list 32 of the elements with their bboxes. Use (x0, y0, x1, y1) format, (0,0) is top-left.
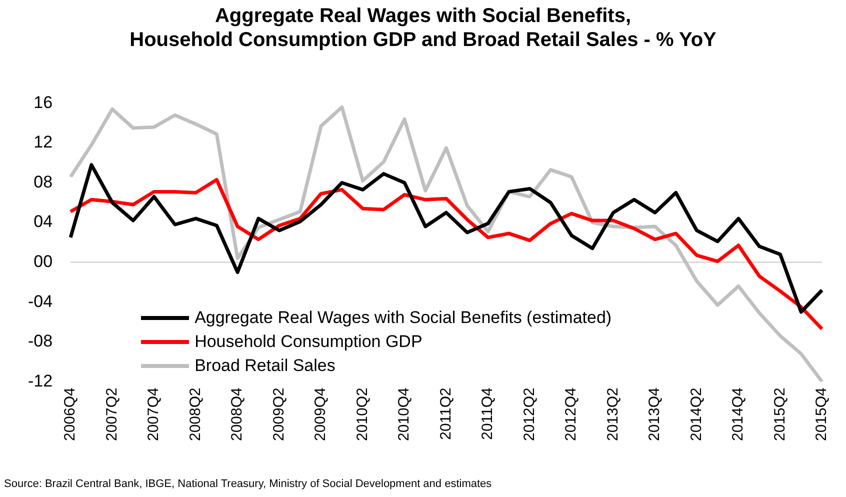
x-tick-label: 2009Q4 (312, 388, 330, 442)
x-tick-label: 2007Q2 (103, 388, 120, 442)
x-tick-label: 2011Q4 (479, 388, 496, 440)
x-tick-label: 2014Q4 (730, 388, 747, 442)
x-tick-label: 2010Q2 (354, 388, 371, 442)
x-tick-label: 2010Q4 (396, 388, 413, 442)
x-tick-label: 2006Q4 (62, 388, 79, 442)
x-tick-label: 2011Q2 (437, 388, 454, 440)
x-tick-label: 2013Q2 (604, 388, 622, 442)
y-tick-label: 00 (34, 252, 53, 271)
x-tick-label: 2008Q2 (186, 388, 204, 442)
x-tick-label: 2015Q2 (771, 388, 788, 442)
x-tick-label: 2008Q4 (228, 388, 246, 442)
y-tick-label: -12 (28, 371, 53, 390)
source-note: Source: Brazil Central Bank, IBGE, National Treasury, Ministry of Social Development and estimates (4, 478, 492, 490)
x-tick-label: 2007Q4 (145, 388, 162, 442)
x-tick-label: 2012Q2 (520, 388, 538, 442)
x-tick-label: 2009Q2 (270, 388, 288, 442)
y-tick-label: 12 (34, 132, 53, 152)
legend-label: Aggregate Real Wages with Social Benefits (estimated) (194, 308, 612, 328)
x-tick-label: 2013Q4 (646, 388, 664, 442)
chart-title: Aggregate Real Wages with Social Benefits, Household Consumption GDP and Broad Retail Sales - % YoY (128, 4, 718, 52)
legend-label: Household Consumption GDP (194, 332, 422, 352)
y-tick-label: 16 (34, 92, 53, 112)
legend-label: Broad Retail Sales (194, 356, 336, 376)
x-tick-label: 2014Q2 (688, 388, 705, 442)
y-tick-label: -04 (28, 292, 53, 311)
x-tick-label: 2015Q4 (813, 388, 830, 442)
y-tick-label: -08 (28, 332, 53, 351)
x-tick-label: 2012Q4 (562, 388, 580, 442)
y-tick-label: 04 (34, 212, 53, 232)
y-tick-label: 08 (34, 172, 53, 192)
